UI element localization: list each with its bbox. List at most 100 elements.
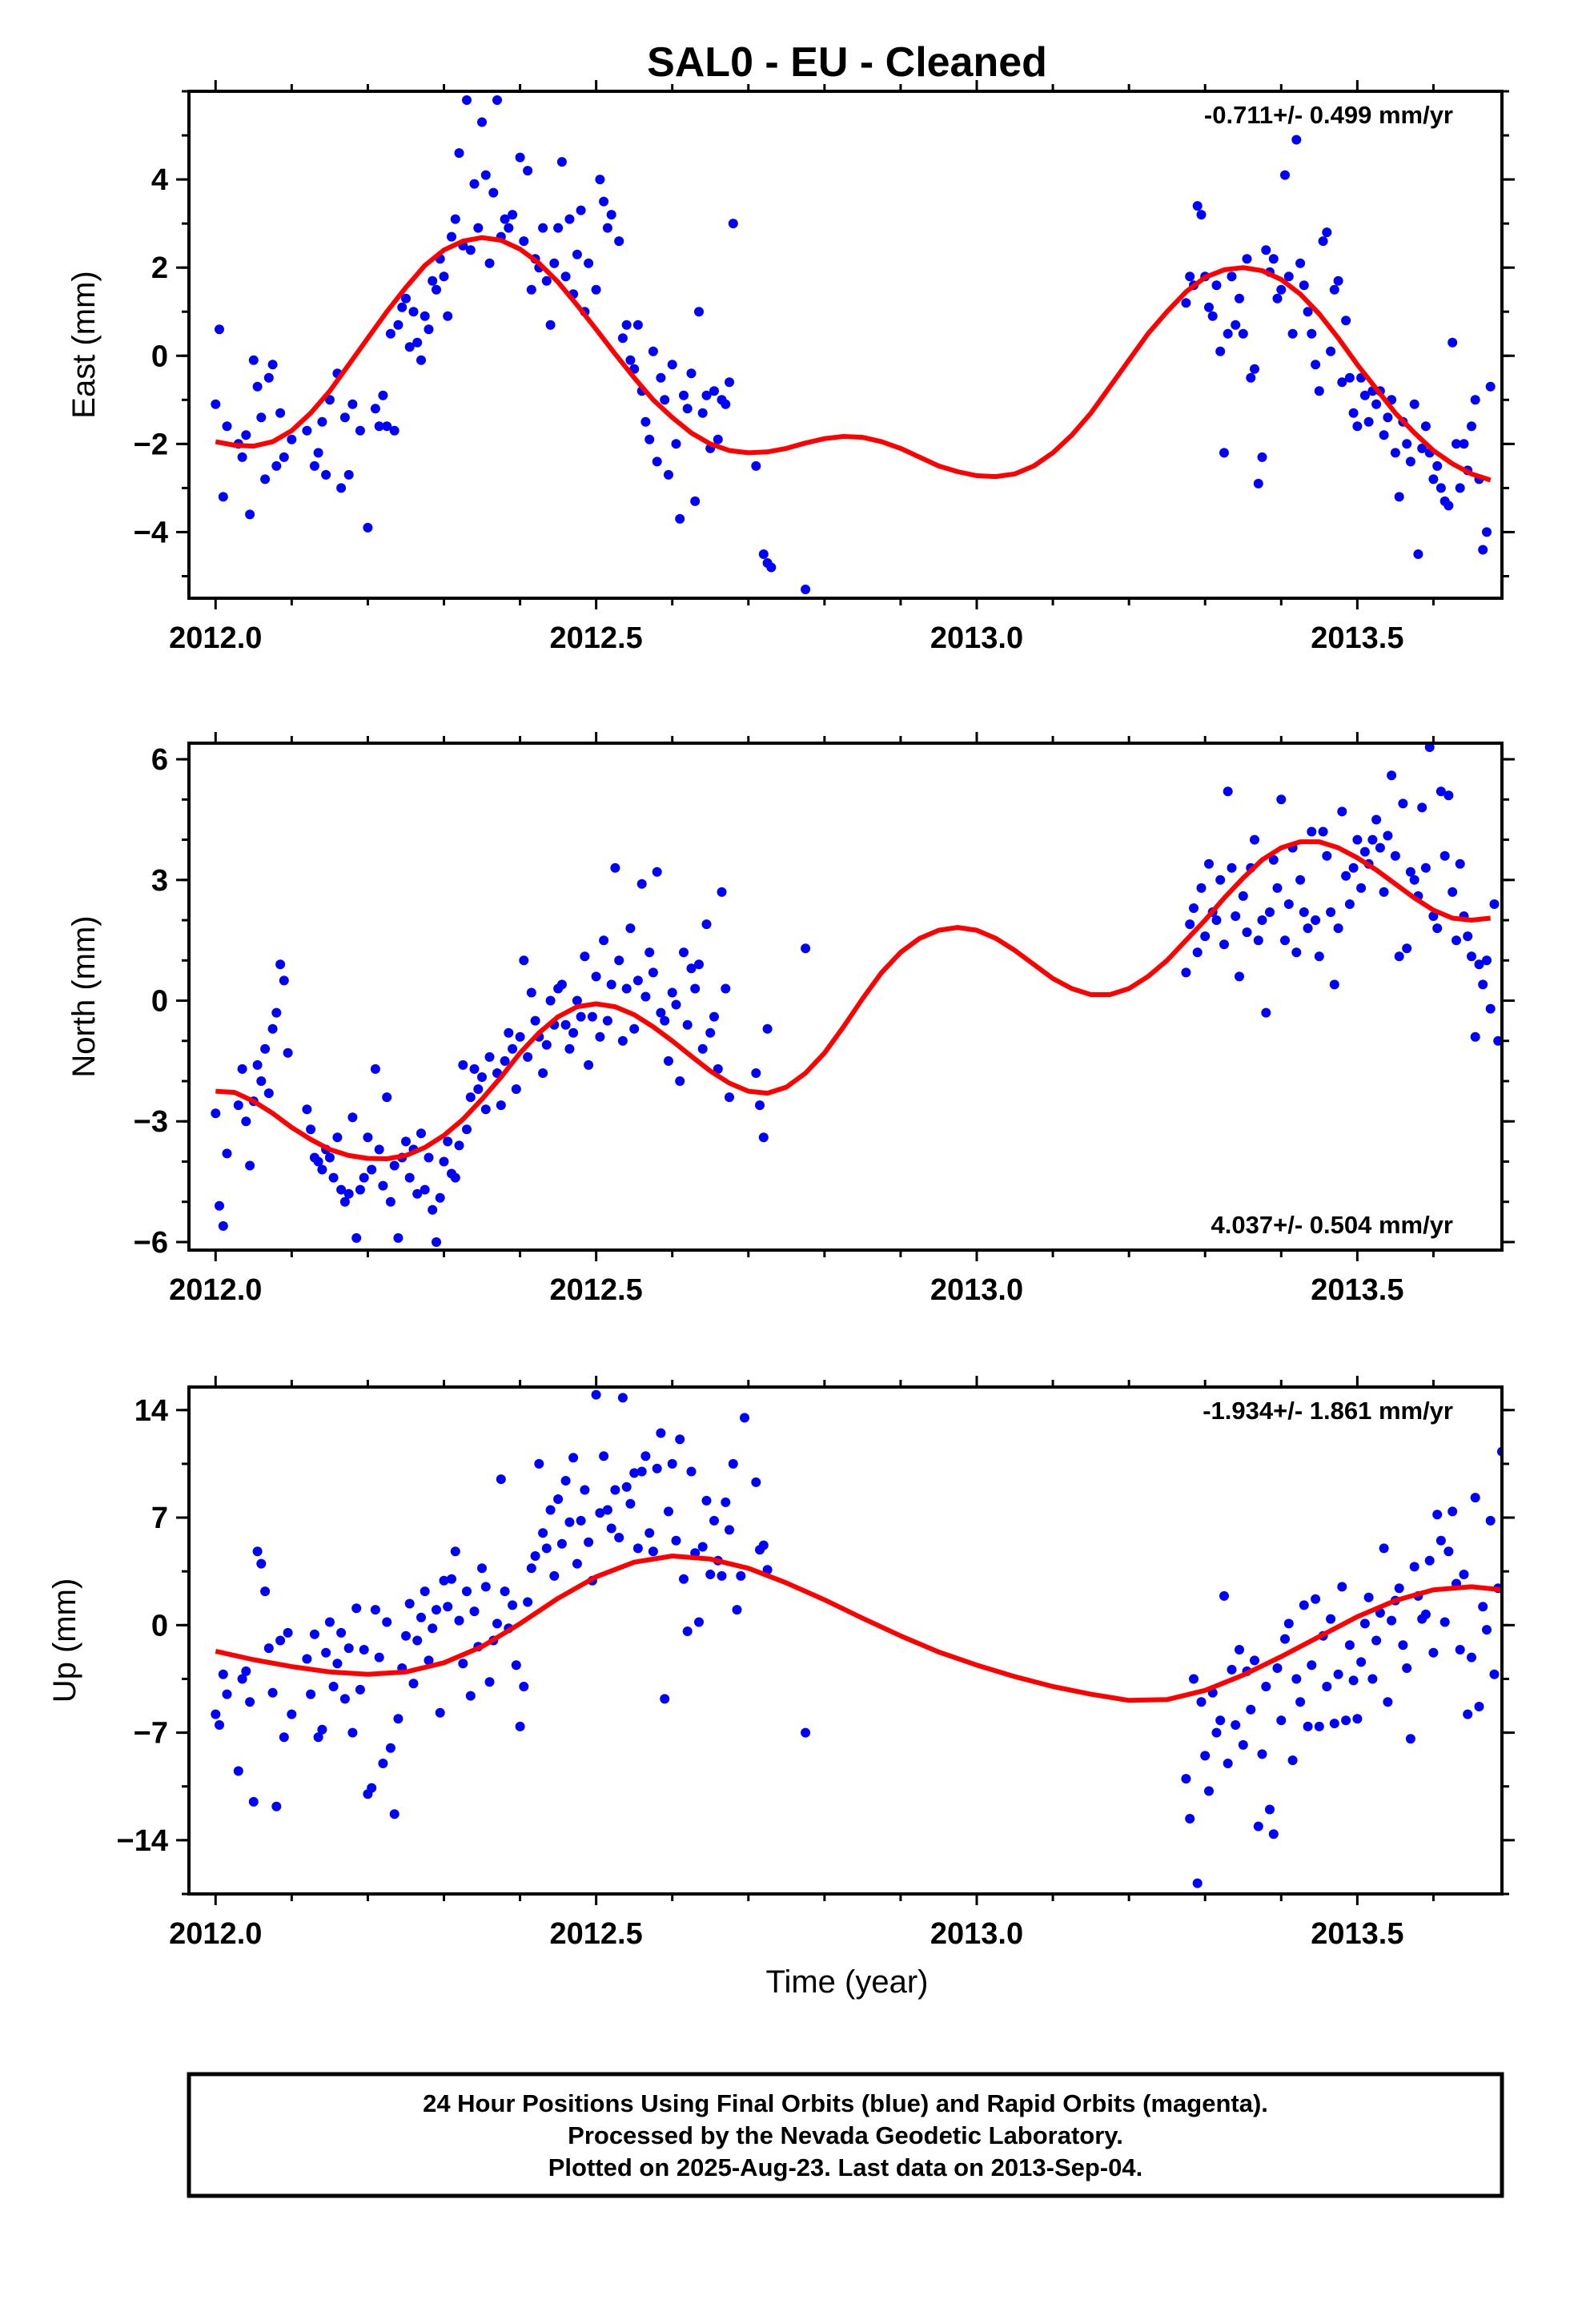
data-point [1207, 311, 1218, 321]
data-point [656, 1428, 666, 1438]
data-point [267, 1687, 278, 1698]
data-point [1238, 328, 1248, 339]
data-point [599, 196, 609, 207]
data-point [640, 991, 651, 1002]
data-point [1379, 887, 1389, 897]
data-point [1219, 448, 1229, 458]
data-point [1211, 1727, 1222, 1738]
data-point [572, 249, 582, 259]
data-point [355, 425, 365, 436]
data-point [538, 1068, 548, 1078]
data-point [1329, 979, 1339, 990]
data-point [1455, 483, 1465, 493]
data-point [595, 1508, 605, 1518]
data-point [1283, 271, 1294, 282]
data-point [462, 1124, 472, 1135]
data-point [1307, 1660, 1317, 1671]
data-point [667, 987, 677, 998]
data-point [424, 1655, 434, 1666]
data-point [347, 1112, 358, 1123]
data-point [328, 1172, 339, 1183]
data-point [1318, 826, 1328, 837]
data-point [1276, 284, 1287, 295]
data-point [1344, 372, 1355, 383]
data-point [1322, 850, 1332, 861]
up-panel: 2012.0 2012.5 2013.0 2013.5 −14 −7 0 7 14 Up (mm)… [47, 1376, 1515, 1951]
data-point [1352, 421, 1363, 432]
data-point [1196, 1697, 1207, 1707]
data-point [1223, 328, 1233, 339]
y-tick-label: 4 [151, 163, 168, 197]
data-point [1352, 834, 1363, 845]
data-point [215, 1720, 224, 1730]
data-point [378, 390, 388, 400]
data-point [245, 509, 255, 520]
data-point [1467, 1652, 1476, 1663]
data-point [599, 935, 609, 946]
data-point [617, 1393, 628, 1403]
data-point [644, 1528, 655, 1538]
data-point [1235, 293, 1244, 304]
data-point [1405, 866, 1415, 877]
data-point [564, 1517, 575, 1527]
data-point [617, 1035, 628, 1046]
data-point [1265, 1804, 1275, 1815]
data-point [1189, 903, 1199, 913]
data-point [652, 1463, 662, 1474]
data-point [1211, 915, 1222, 925]
data-point [432, 1605, 441, 1615]
data-point [1439, 1617, 1450, 1627]
data-point [801, 943, 811, 954]
data-point [222, 1148, 232, 1159]
data-point [709, 386, 719, 396]
data-point [385, 328, 396, 339]
data-point [378, 1759, 388, 1768]
data-point [484, 258, 495, 268]
data-point [222, 421, 232, 432]
data-point [401, 1136, 411, 1147]
data-point [420, 311, 430, 321]
data-point [682, 1019, 693, 1030]
data-point [462, 95, 472, 105]
data-point [279, 452, 289, 462]
data-point [218, 1220, 228, 1231]
data-point [519, 236, 529, 247]
data-point [428, 1623, 438, 1634]
data-point [412, 1188, 423, 1199]
data-point [1402, 943, 1412, 954]
data-point [309, 460, 319, 471]
y-tick-label: −3 [134, 1105, 168, 1139]
data-point [580, 951, 590, 962]
data-point [241, 430, 251, 440]
data-point [1219, 939, 1229, 950]
data-point [385, 1743, 396, 1753]
data-point [1287, 1755, 1298, 1766]
data-point [682, 1626, 693, 1636]
data-point [697, 408, 708, 418]
data-point [454, 1140, 464, 1151]
data-point [580, 1485, 590, 1495]
data-point [549, 258, 560, 268]
data-point [713, 434, 723, 444]
data-point [1291, 947, 1302, 958]
data-point [492, 95, 502, 105]
data-point [721, 983, 731, 994]
data-point [564, 1043, 575, 1054]
data-point [530, 1551, 540, 1561]
data-point [584, 258, 594, 268]
data-point [347, 399, 358, 409]
data-point [553, 223, 564, 233]
data-point [256, 1076, 267, 1086]
data-point [740, 1413, 749, 1423]
data-point [237, 1674, 247, 1684]
data-point [1185, 919, 1195, 930]
data-point [408, 1679, 419, 1689]
data-point [450, 1546, 460, 1557]
data-point [1348, 408, 1359, 418]
data-point [1204, 858, 1214, 869]
x-tick-label: 2013.5 [1311, 1917, 1403, 1951]
data-point [302, 1654, 312, 1664]
data-point [283, 1047, 293, 1058]
data-point [667, 360, 677, 370]
data-point [701, 390, 712, 400]
